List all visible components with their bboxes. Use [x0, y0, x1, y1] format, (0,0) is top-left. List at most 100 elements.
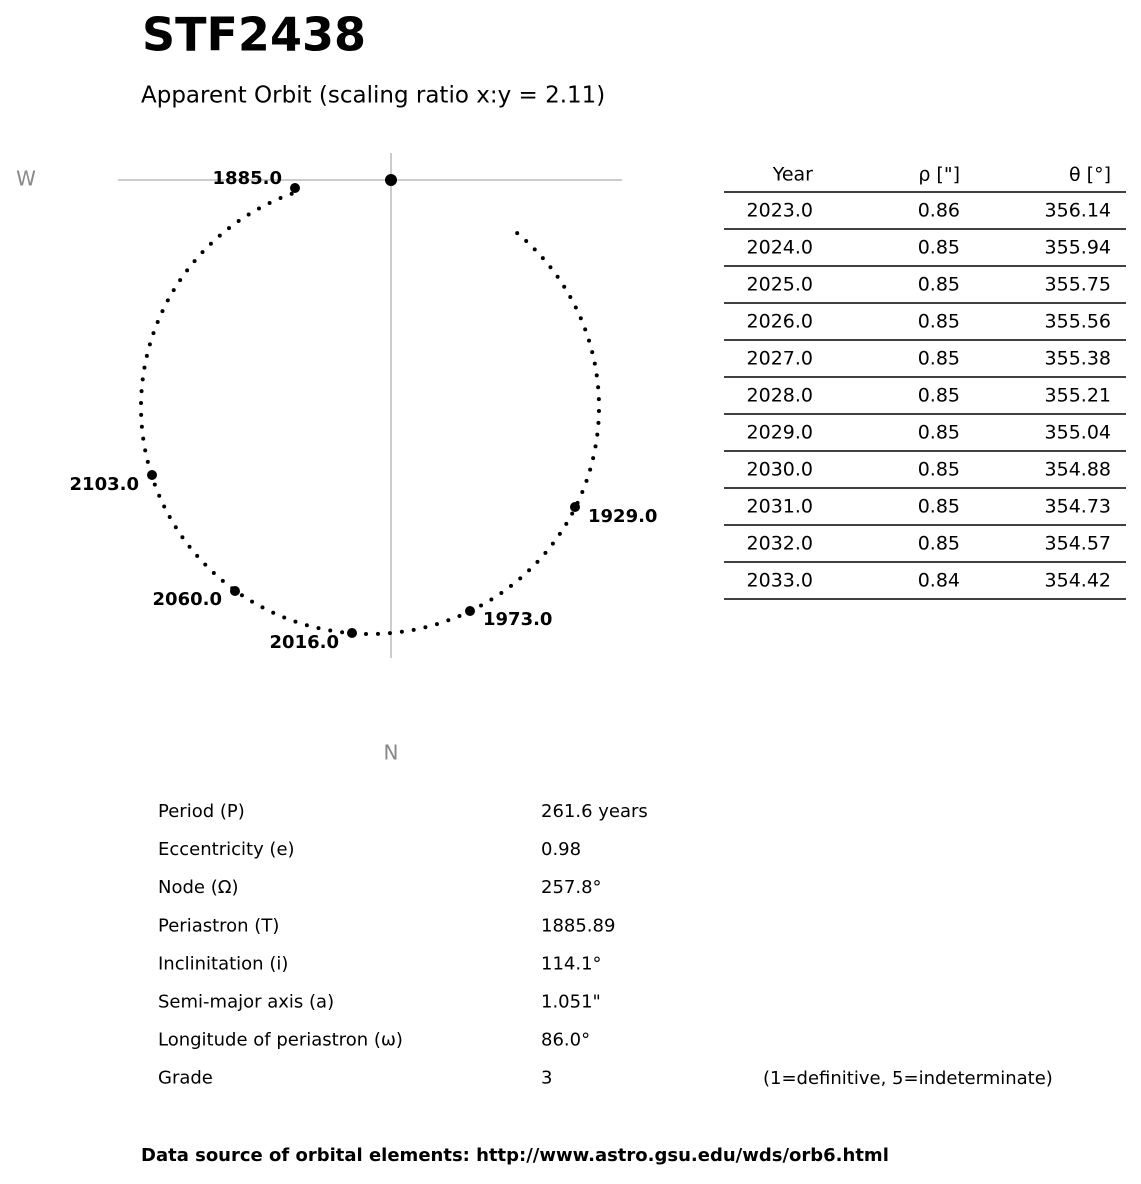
orbit-dot [555, 274, 560, 279]
table-cell: 0.85 [918, 274, 960, 296]
orbit-dot [594, 373, 599, 378]
orbit-dot [557, 531, 562, 536]
orbit-dot [155, 319, 160, 324]
orbit-dot [578, 316, 583, 321]
orbit-dot [527, 568, 532, 573]
title: STF2438 [142, 8, 366, 62]
orbit-dot [236, 219, 241, 224]
element-value: 86.0° [541, 1030, 590, 1051]
table-cell: 354.57 [1045, 533, 1111, 555]
table-cell: 0.86 [918, 200, 960, 222]
orbit-dot [217, 233, 222, 238]
orbit-dot [289, 191, 294, 196]
orbit-dot [548, 265, 553, 270]
epoch-label: 1929.0 [588, 506, 657, 527]
orbit-dot [139, 412, 144, 417]
element-label: Semi-major axis (a) [158, 992, 334, 1013]
table-cell: 355.56 [1045, 311, 1111, 333]
orbit-dot [518, 576, 523, 581]
table-cell: 0.85 [918, 385, 960, 407]
orbit-dot [434, 622, 439, 627]
orbit-dot [267, 200, 272, 205]
orbit-dot [203, 562, 208, 567]
element-label: Grade [158, 1068, 213, 1089]
epoch-label: 2016.0 [270, 632, 339, 653]
orbit-dot [588, 467, 593, 472]
orbit-dot [375, 631, 380, 636]
table-cell: 2029.0 [747, 422, 813, 444]
orbit-dot [227, 226, 232, 231]
epoch-point [147, 470, 157, 480]
orbit-dot [316, 626, 321, 631]
orbit-dot [590, 350, 595, 355]
table-cell: 2032.0 [747, 533, 813, 555]
element-value: 0.98 [541, 839, 581, 860]
orbit-dot [208, 241, 213, 246]
orbit-dot [596, 397, 601, 402]
element-label: Node (Ω) [158, 877, 239, 898]
orbit-dot [562, 284, 567, 289]
orbit-dot [499, 590, 504, 595]
orbit-dot [515, 231, 520, 236]
orbit-dot [185, 268, 190, 273]
element-label: Longitude of periastron (ω) [158, 1030, 403, 1051]
table: Year ρ ["] θ [°] 2023.0 0.86 356.14 2024.0 0.85… [724, 164, 1126, 600]
orbit-dot [178, 278, 183, 283]
table-header: Year [772, 164, 813, 186]
element-value: 257.8° [541, 877, 602, 898]
orbit-dot [141, 436, 146, 441]
orbital-elements: Period (P) 261.6 years Eccentricity (e) 0.9… [158, 801, 648, 1089]
orbit-dot [260, 605, 265, 610]
footer: Data source of orbital elements: http://… [141, 1145, 889, 1166]
orbit-dot [550, 541, 555, 546]
orbit-dot [489, 597, 494, 602]
table-cell: 355.94 [1045, 237, 1111, 259]
table-cell: 2031.0 [747, 496, 813, 518]
orbit-dot [139, 389, 144, 394]
table-cell: 356.14 [1045, 200, 1111, 222]
table-cell: 354.42 [1045, 570, 1111, 592]
orbit-dot [200, 250, 205, 255]
table-cell: 0.85 [918, 311, 960, 333]
table-cell: 2027.0 [747, 348, 813, 370]
orbit-dot [293, 619, 298, 624]
orbit-dot [596, 408, 601, 413]
element-value: 261.6 years [541, 801, 648, 822]
orbit-dot [564, 521, 569, 526]
table-cell: 2024.0 [747, 237, 813, 259]
orbit-dot [282, 615, 287, 620]
orbit-dot [180, 535, 185, 540]
orbit-dot [340, 630, 345, 635]
orbit-dot [157, 493, 162, 498]
table-cell: 2030.0 [747, 459, 813, 481]
orbit-dot [147, 342, 152, 347]
epoch-label: 1973.0 [483, 609, 552, 630]
subtitle: Apparent Orbit (scaling ratio x:y = 2.11… [141, 83, 605, 109]
orbit-dot [165, 298, 170, 303]
table-cell: 0.85 [918, 237, 960, 259]
orbit-dot [535, 559, 540, 564]
orbit-dot [479, 603, 484, 608]
orbit-dot [399, 629, 404, 634]
element-label: Inclinitation (i) [158, 953, 288, 974]
orbit-dot [278, 196, 283, 201]
epoch-point [347, 628, 357, 638]
element-value: 1.051" [541, 992, 601, 1013]
table-cell: 0.85 [918, 533, 960, 555]
element-label: Period (P) [158, 801, 245, 822]
orbit-dot [142, 365, 147, 370]
epoch-point [465, 606, 475, 616]
orbit-dot [192, 259, 197, 264]
orbit-dot [140, 377, 145, 382]
orbit-dot [220, 578, 225, 583]
orbit-dot [139, 424, 144, 429]
primary-star [385, 174, 397, 186]
orbit-dot [573, 305, 578, 310]
table-cell: 354.88 [1045, 459, 1111, 481]
orbit-dot [304, 623, 309, 628]
table-cell: 354.73 [1045, 496, 1111, 518]
element-value: 3 [541, 1068, 552, 1089]
grade-note: (1=definitive, 5=indeterminate) [763, 1068, 1053, 1089]
orbit-dot [139, 401, 144, 406]
epoch-label: 2103.0 [70, 474, 139, 495]
